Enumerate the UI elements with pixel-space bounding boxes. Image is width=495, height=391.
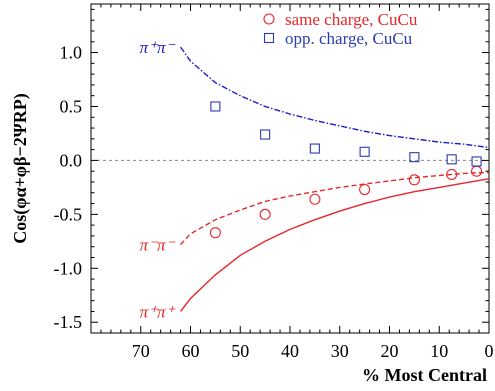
same-charge-point bbox=[471, 165, 483, 177]
curve-labels: π⁺π⁻ π⁻π⁻ π⁺π⁺ bbox=[140, 38, 177, 321]
opp-charge-point bbox=[446, 154, 457, 165]
data-markers bbox=[209, 101, 483, 239]
model-curve bbox=[180, 178, 490, 312]
axis-ticks: 70 60 50 40 30 20 10 0 -1.5 -1.0 -0.5 0.0 0.5 1.0 bbox=[54, 4, 494, 361]
legend-marker bbox=[263, 32, 275, 44]
x-tick-label: 20 bbox=[381, 341, 399, 361]
model-curve bbox=[180, 171, 490, 245]
curve-label: π⁺π⁻ bbox=[140, 38, 177, 57]
x-axis-title: % Most Central bbox=[362, 365, 487, 385]
y-axis-title: Cos(φα+φβ−2ΨRP) bbox=[10, 93, 31, 244]
x-tick-label: 30 bbox=[331, 341, 349, 361]
curve-label: π⁺π⁺ bbox=[140, 302, 177, 321]
model-curve bbox=[180, 46, 490, 149]
x-tick-label: 10 bbox=[430, 341, 448, 361]
opp-charge-point bbox=[210, 101, 221, 112]
opp-charge-point bbox=[471, 156, 482, 167]
same-charge-point bbox=[259, 208, 271, 220]
opp-charge-point bbox=[260, 129, 271, 140]
y-tick-label: 0.0 bbox=[60, 150, 83, 170]
curve-label: π⁻π⁻ bbox=[140, 236, 177, 255]
opp-charge-point bbox=[409, 152, 420, 163]
x-tick-label: 40 bbox=[281, 341, 299, 361]
y-tick-label: -1.5 bbox=[54, 312, 83, 332]
same-charge-point bbox=[408, 174, 420, 186]
x-tick-label: 50 bbox=[231, 341, 249, 361]
legend-label: same charge, CuCu bbox=[285, 10, 418, 29]
x-tick-label: 60 bbox=[182, 341, 200, 361]
y-tick-label: -0.5 bbox=[54, 204, 83, 224]
same-charge-point bbox=[359, 183, 371, 196]
same-charge-point bbox=[309, 193, 321, 205]
model-curves bbox=[180, 46, 490, 312]
legend-marker bbox=[263, 13, 275, 25]
opp-charge-point bbox=[359, 146, 370, 157]
y-tick-label: -1.0 bbox=[54, 258, 83, 278]
same-charge-point bbox=[446, 168, 458, 180]
opp-charge-point bbox=[309, 143, 320, 154]
x-tick-label: 0 bbox=[485, 341, 494, 361]
y-tick-label: 1.0 bbox=[60, 43, 83, 63]
legend-label: opp. charge, CuCu bbox=[285, 29, 413, 48]
same-charge-point bbox=[209, 227, 221, 239]
x-tick-label: 70 bbox=[132, 341, 150, 361]
y-tick-label: 0.5 bbox=[60, 96, 83, 116]
